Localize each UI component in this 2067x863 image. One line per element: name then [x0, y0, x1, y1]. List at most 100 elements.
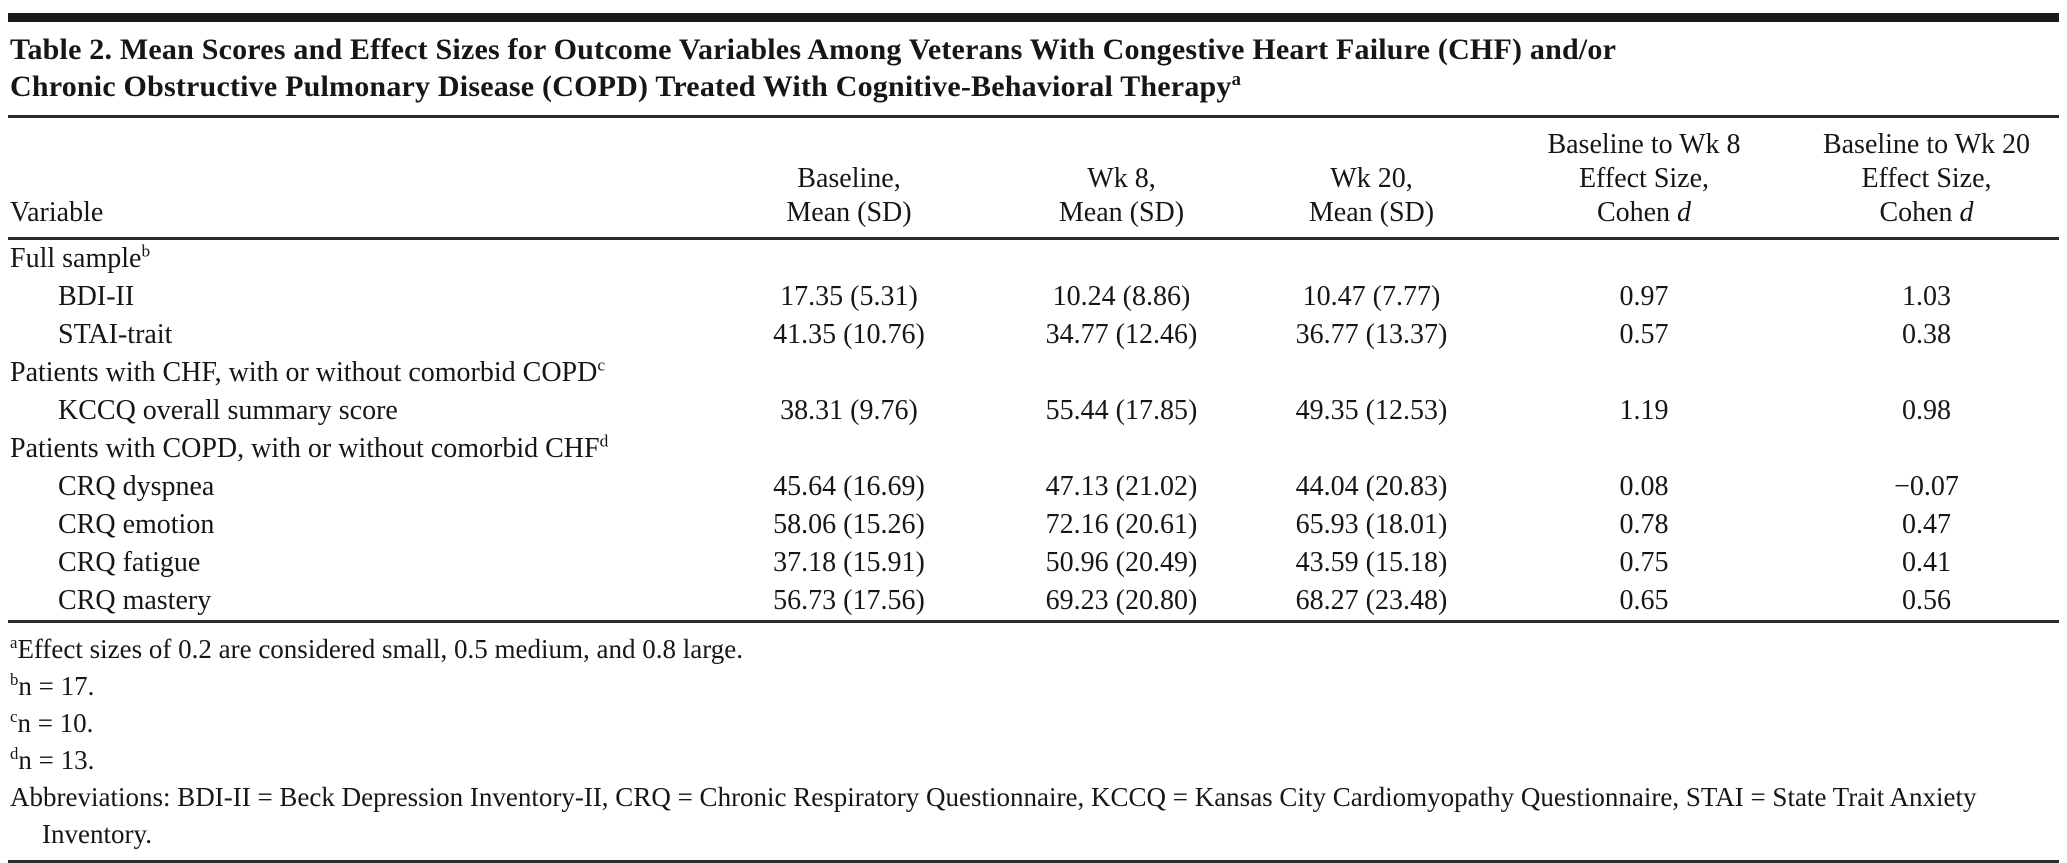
cell-value: 1.19: [1619, 395, 1669, 426]
table-title: Table 2. Mean Scores and Effect Sizes fo…: [8, 22, 2059, 118]
cell-value: 43.59 (15.18): [1295, 547, 1448, 578]
footnote-marker: a: [10, 633, 18, 652]
cell-value: 0.57: [1619, 319, 1669, 350]
cell-value: 10.47 (7.77): [1302, 281, 1441, 312]
cell-value: 69.23 (20.80): [994, 582, 1249, 623]
cell-value: 45.64 (16.69): [773, 471, 925, 502]
footnote-marker: c: [597, 355, 606, 375]
cell-value: 0.56: [1794, 582, 2059, 623]
cohen-d-italic: d: [1677, 197, 1692, 228]
cell-value: 47.13 (21.02): [1045, 471, 1198, 502]
cell-value: [1494, 239, 1794, 279]
cell-value: 36.77 (13.37): [1295, 319, 1448, 350]
cell-value: [1794, 430, 2059, 468]
row-label: CRQ mastery: [8, 582, 704, 623]
cell-value: 0.97: [1619, 281, 1669, 312]
cell-value: 72.16 (20.61): [1045, 509, 1198, 540]
cell-value: 0.38: [1902, 319, 1951, 350]
cell-value: −0.07: [1894, 471, 1959, 502]
footnote-b: bn = 17.: [10, 670, 95, 701]
footnote-marker: c: [10, 707, 18, 726]
cell-value: 38.31 (9.76): [780, 395, 918, 426]
row-label: STAI-trait: [58, 319, 173, 350]
cell-value: [1249, 354, 1494, 392]
cell-value: [1249, 430, 1494, 468]
cell-value: [994, 354, 1249, 392]
group-row-full-sample: Full sampleb: [8, 239, 2059, 279]
footnote-abbreviations: Abbreviations: BDI-II = Beck Depression …: [10, 782, 1977, 849]
cell-value: 0.65: [1494, 582, 1794, 623]
cell-value: [1794, 239, 2059, 279]
table-row-crq-mastery: CRQ mastery 56.73 (17.56) 69.23 (20.80) …: [8, 582, 2059, 623]
cell-value: 17.35 (5.31): [780, 281, 918, 312]
cell-value: [1249, 239, 1494, 279]
cell-value: [1494, 354, 1794, 392]
cell-value: 55.44 (17.85): [1045, 395, 1198, 426]
title-footnote-marker: a: [1231, 69, 1242, 90]
footnote-marker: b: [10, 670, 19, 689]
table-title-line1: Table 2. Mean Scores and Effect Sizes fo…: [10, 33, 1617, 66]
footnotes: aEffect sizes of 0.2 are considered smal…: [8, 623, 2059, 853]
cell-value: 0.98: [1902, 395, 1951, 426]
cell-value: 65.93 (18.01): [1295, 509, 1448, 540]
cell-value: [704, 354, 994, 392]
cell-value: 0.78: [1619, 509, 1669, 540]
table-row-kccq: KCCQ overall summary score 38.31 (9.76) …: [8, 392, 2059, 430]
row-label: BDI-II: [58, 281, 135, 312]
footnote-marker: d: [10, 744, 19, 763]
column-header-wk8: Wk 8, Mean (SD): [994, 118, 1249, 240]
cell-value: 44.04 (20.83): [1295, 471, 1448, 502]
cell-value: 0.41: [1902, 547, 1951, 578]
cell-value: 10.24 (8.86): [1052, 281, 1191, 312]
cell-value: [704, 430, 994, 468]
table-row-stai: STAI-trait 41.35 (10.76) 34.77 (12.46) 3…: [8, 316, 2059, 354]
column-header-effect-wk20: Baseline to Wk 20 Effect Size, Cohen d: [1794, 118, 2059, 240]
top-rule: [8, 13, 2059, 22]
cell-value: [994, 239, 1249, 279]
row-label: CRQ dyspnea: [58, 471, 215, 502]
column-header-effect-wk8: Baseline to Wk 8 Effect Size, Cohen d: [1494, 118, 1794, 240]
cell-value: 37.18 (15.91): [773, 547, 925, 578]
column-header-baseline: Baseline, Mean (SD): [704, 118, 994, 240]
group-row-chf: Patients with CHF, with or without comor…: [8, 354, 2059, 392]
cell-value: 56.73 (17.56): [704, 582, 994, 623]
row-label: CRQ fatigue: [58, 547, 201, 578]
cell-value: 50.96 (20.49): [1045, 547, 1198, 578]
cell-value: 58.06 (15.26): [773, 509, 925, 540]
cell-value: 41.35 (10.76): [773, 319, 925, 350]
row-label: CRQ emotion: [58, 509, 215, 540]
table-row-crq-fatigue: CRQ fatigue 37.18 (15.91) 50.96 (20.49) …: [8, 544, 2059, 582]
cell-value: 49.35 (12.53): [1295, 395, 1448, 426]
table-body: Full sampleb BDI-II 17.35 (5.31) 10.24 (…: [8, 239, 2059, 623]
cell-value: 34.77 (12.46): [1045, 319, 1198, 350]
row-label: KCCQ overall summary score: [58, 395, 398, 426]
table-row-crq-dyspnea: CRQ dyspnea 45.64 (16.69) 47.13 (21.02) …: [8, 468, 2059, 506]
footnote-marker: b: [141, 241, 151, 261]
column-header-wk20: Wk 20, Mean (SD): [1249, 118, 1494, 240]
cell-value: [1794, 354, 2059, 392]
footnote-c: cn = 10.: [10, 707, 94, 738]
cell-value: 0.47: [1902, 509, 1951, 540]
row-label: Full sampleb: [10, 241, 151, 274]
row-label: Patients with COPD, with or without como…: [10, 431, 609, 464]
table-row-bdi: BDI-II 17.35 (5.31) 10.24 (8.86) 10.47 (…: [8, 278, 2059, 316]
column-header-variable: Variable: [8, 118, 704, 240]
cell-value: [1494, 430, 1794, 468]
cell-value: 0.08: [1619, 471, 1669, 502]
header-row: Variable Baseline, Mean (SD) Wk 8, Mean …: [8, 118, 2059, 240]
cell-value: [994, 430, 1249, 468]
table-title-line2: Chronic Obstructive Pulmonary Disease (C…: [10, 69, 1242, 103]
cell-value: [704, 239, 994, 279]
group-row-copd: Patients with COPD, with or without como…: [8, 430, 2059, 468]
table-row-crq-emotion: CRQ emotion 58.06 (15.26) 72.16 (20.61) …: [8, 506, 2059, 544]
footnote-d: dn = 13.: [10, 744, 95, 775]
cell-value: 68.27 (23.48): [1249, 582, 1494, 623]
cohen-d-italic: d: [1959, 197, 1974, 228]
data-table: Variable Baseline, Mean (SD) Wk 8, Mean …: [8, 118, 2059, 623]
cell-value: 0.75: [1619, 547, 1669, 578]
footnote-a: aEffect sizes of 0.2 are considered smal…: [10, 633, 743, 664]
cell-value: 1.03: [1902, 281, 1951, 312]
footnote-marker: d: [599, 431, 609, 451]
row-label: Patients with CHF, with or without comor…: [10, 355, 606, 388]
